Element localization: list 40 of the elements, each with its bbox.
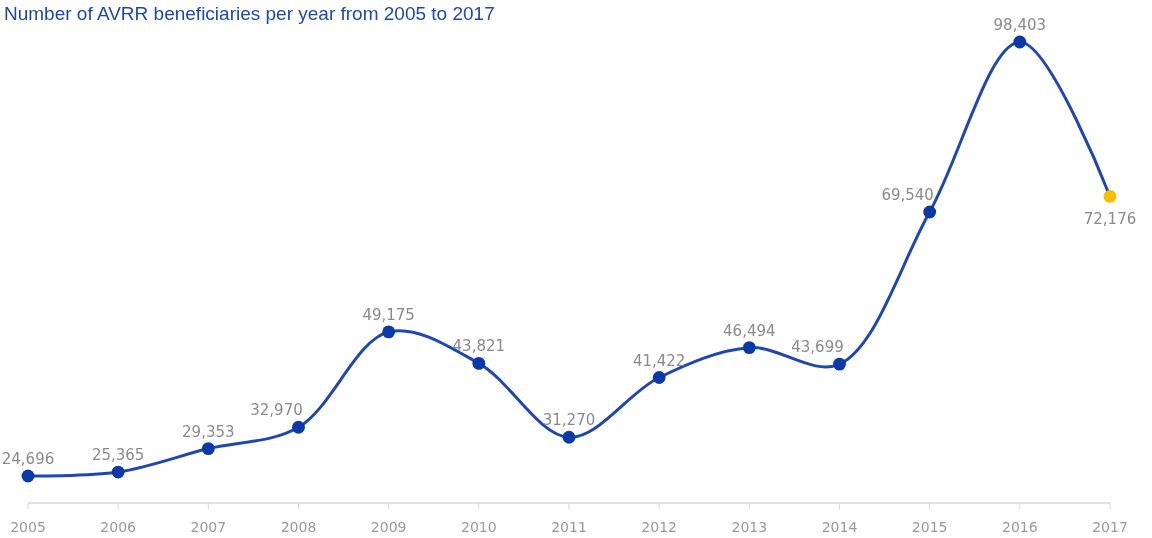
chart-title: Number of AVRR beneficiaries per year from 2005 to 2017 xyxy=(4,3,495,24)
x-tick-label: 2014 xyxy=(821,519,858,535)
point xyxy=(21,469,35,483)
x-tick-label: 2007 xyxy=(190,519,227,535)
data-label: 32,970 xyxy=(250,401,303,420)
point xyxy=(292,420,305,434)
x-tick-label: 2009 xyxy=(370,519,407,535)
x-tick-label: 2017 xyxy=(1092,519,1128,535)
x-tick-label: 2008 xyxy=(280,519,317,535)
x-tick-label: 2005 xyxy=(10,519,46,535)
data-label: 41,422 xyxy=(632,351,686,370)
point xyxy=(472,356,486,370)
point xyxy=(201,442,215,455)
data-label: 98,403 xyxy=(993,16,1047,34)
data-label: 43,699 xyxy=(791,338,844,357)
data-label: 43,821 xyxy=(452,337,506,356)
data-label: 72,176 xyxy=(1083,210,1137,229)
x-tick-label: 2013 xyxy=(731,519,768,535)
data-label: 31,270 xyxy=(542,411,596,430)
point xyxy=(652,371,666,384)
x-tick-label: 2012 xyxy=(641,519,677,535)
point xyxy=(1013,35,1027,49)
data-label: 49,175 xyxy=(362,305,415,324)
point xyxy=(923,205,937,219)
point xyxy=(562,430,576,444)
point xyxy=(742,341,756,355)
data-label: 69,540 xyxy=(881,185,934,204)
x-tick-label: 2010 xyxy=(461,519,497,535)
x-tick-label: 2016 xyxy=(1002,519,1038,535)
data-label: 25,365 xyxy=(91,446,145,465)
x-tick-label: 2011 xyxy=(551,519,587,535)
data-label: 29,353 xyxy=(182,422,235,441)
point xyxy=(1103,190,1117,203)
point xyxy=(382,325,396,339)
x-tick-label: 2006 xyxy=(100,519,137,535)
data-label: 24,696 xyxy=(1,450,55,468)
point xyxy=(833,357,846,371)
point xyxy=(111,465,125,479)
x-tick-label: 2015 xyxy=(911,519,948,535)
data-label: 46,494 xyxy=(723,321,776,340)
